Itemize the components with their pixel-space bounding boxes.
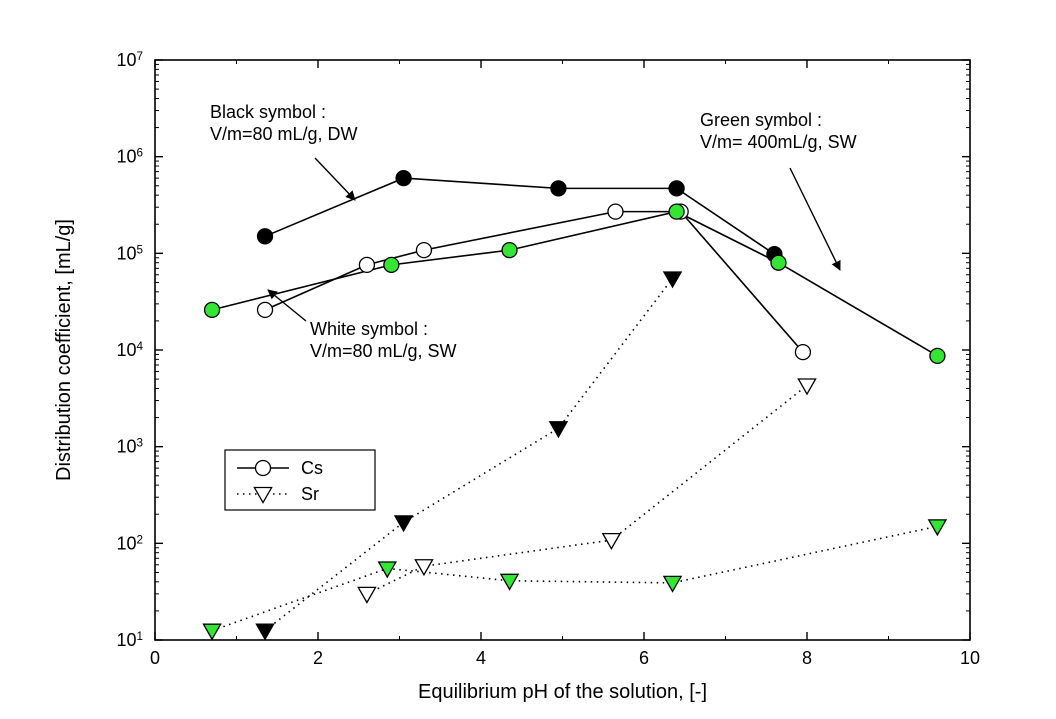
svg-text:Distribution coefficient, [mL/: Distribution coefficient, [mL/g] bbox=[53, 219, 75, 481]
svg-text:4: 4 bbox=[476, 648, 486, 668]
svg-text:Equilibrium pH of the solution: Equilibrium pH of the solution, [-] bbox=[418, 681, 707, 703]
svg-text:8: 8 bbox=[802, 648, 812, 668]
svg-text:Black symbol :: Black symbol : bbox=[210, 102, 326, 122]
svg-text:0: 0 bbox=[150, 648, 160, 668]
svg-text:10: 10 bbox=[960, 648, 980, 668]
svg-text:6: 6 bbox=[639, 648, 649, 668]
distribution-chart: 0246810101102103104105106107Equilibrium … bbox=[0, 0, 1056, 719]
svg-text:Cs: Cs bbox=[301, 458, 323, 478]
svg-text:V/m=80 mL/g, SW: V/m=80 mL/g, SW bbox=[310, 341, 457, 361]
svg-text:Green symbol :: Green symbol : bbox=[700, 110, 822, 130]
svg-text:V/m=80 mL/g, DW: V/m=80 mL/g, DW bbox=[210, 124, 358, 144]
svg-text:White symbol :: White symbol : bbox=[310, 319, 428, 339]
svg-text:V/m= 400mL/g, SW: V/m= 400mL/g, SW bbox=[700, 132, 857, 152]
svg-text:2: 2 bbox=[313, 648, 323, 668]
chart-container: { "chart": { "type": "scatter-line-logy"… bbox=[0, 0, 1056, 719]
svg-text:Sr: Sr bbox=[301, 484, 319, 504]
